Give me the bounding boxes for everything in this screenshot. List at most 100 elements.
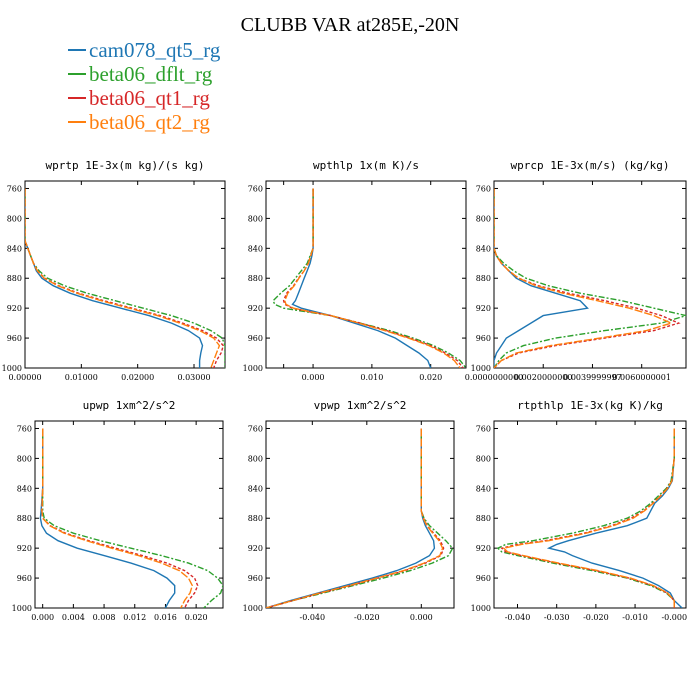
y-tick-label: 920: [7, 304, 22, 313]
plot-panel: wprcp 1E-3x(m/s) (kg/kg) 760 800 840 880 920 9…: [465, 159, 687, 382]
y-tick-label: 1000: [471, 604, 491, 613]
y-tick-label: 960: [7, 334, 22, 343]
plot-frame: [24, 180, 226, 369]
legend-line: [68, 49, 86, 51]
x-tick-label: -0.000: [661, 613, 687, 622]
plot-title: wprtp 1E-3x(m kg)/(s kg): [46, 159, 205, 172]
x-tick-label: 0.0020000000: [514, 373, 573, 382]
y-tick-label: 800: [476, 454, 491, 463]
x-tick-label: 0.020: [419, 373, 442, 382]
plot-panel: wprtp 1E-3x(m kg)/(s kg) 760 800 840 880 920 9…: [2, 159, 226, 382]
x-tick-label: -0.040: [300, 613, 326, 622]
x-tick-label: 0.008: [93, 613, 116, 622]
plot-title: wpthlp 1x(m K)/s: [313, 159, 419, 172]
plot-frame: [265, 180, 467, 369]
x-tick-label: 0.0060000001: [612, 373, 671, 382]
series-line-beta06_qt1_rg: [494, 188, 681, 368]
figure-title: CLUBB VAR at285E,-20N: [240, 14, 460, 36]
y-tick-label: 760: [17, 424, 32, 433]
y-tick-label: 800: [476, 214, 491, 223]
series-line-beta06_qt1_rg: [41, 428, 199, 608]
legend-item-cam078: cam078_qt5_rg: [68, 38, 220, 62]
series-line-beta06_qt2_rg: [41, 428, 194, 608]
x-tick-label: -0.020: [354, 613, 380, 622]
y-tick-label: 840: [476, 244, 491, 253]
y-tick-label: 920: [248, 304, 263, 313]
series-line-beta06_qt2_rg: [266, 428, 444, 608]
plot-title: upwp 1xm^2/s^2: [83, 399, 176, 412]
y-tick-label: 800: [248, 214, 263, 223]
x-tick-label: 0.004: [62, 613, 85, 622]
legend-line: [68, 73, 86, 75]
x-tick-label: 0.0039999997: [563, 373, 622, 382]
y-tick-label: 840: [17, 484, 32, 493]
y-tick-label: 760: [476, 424, 491, 433]
y-tick-label: 1000: [471, 364, 491, 373]
series-line-cam078_qt5_rg: [546, 428, 683, 608]
legend-label: beta06_qt2_rg: [89, 109, 210, 134]
y-tick-label: 1000: [2, 364, 22, 373]
y-tick-label: 800: [248, 454, 263, 463]
plot-title: vpwp 1xm^2/s^2: [314, 399, 407, 412]
x-tick-label: 0.00000: [8, 373, 41, 382]
y-tick-label: 920: [248, 544, 263, 553]
plot-panel: upwp 1xm^2/s^276080084088092096010000.00…: [12, 399, 224, 622]
series-line-beta06_qt2_rg: [502, 428, 675, 608]
y-tick-label: 960: [476, 574, 491, 583]
y-tick-label: 960: [248, 334, 263, 343]
y-tick-label: 760: [248, 424, 263, 433]
series-line-beta06_qt2_rg: [25, 188, 221, 368]
y-tick-label: 1000: [243, 364, 263, 373]
series-line-beta06_dflt_rg: [494, 188, 686, 368]
series-line-cam078_qt5_rg: [266, 428, 436, 608]
x-tick-label: -0.030: [544, 613, 570, 622]
series-line-beta06_dflt_rg: [272, 188, 466, 368]
legend-label: beta06_qt1_rg: [89, 85, 210, 110]
series-line-beta06_qt1_rg: [266, 428, 445, 608]
y-tick-label: 880: [248, 274, 263, 283]
plot-frame: [493, 180, 687, 369]
x-tick-label: 0.000: [410, 613, 433, 622]
y-tick-label: 960: [476, 334, 491, 343]
plot-frame: [265, 420, 455, 609]
y-tick-label: 880: [476, 274, 491, 283]
x-tick-label: 0.000: [302, 373, 325, 382]
y-tick-label: 800: [7, 214, 22, 223]
x-tick-label: 0.0000000000: [465, 373, 524, 382]
x-tick-label: 0.020: [185, 613, 208, 622]
y-tick-label: 880: [7, 274, 22, 283]
series-line-beta06_qt2_rg: [284, 188, 461, 368]
legend-label: beta06_dflt_rg: [89, 61, 213, 86]
x-tick-label: -0.020: [583, 613, 609, 622]
x-tick-label: 0.02000: [121, 373, 154, 382]
series-line-beta06_dflt_rg: [25, 188, 225, 368]
plot-panel: wpthlp 1x(m K)/s 760 800 840 880 920 960 1000 0.…: [243, 159, 467, 382]
plot-title: wprcp 1E-3x(m/s) (kg/kg): [511, 159, 670, 172]
legend-item-beta06-qt1: beta06_qt1_rg: [68, 86, 220, 110]
legend-line: [68, 121, 86, 123]
plot-frame: [493, 420, 687, 609]
series-line-beta06_qt2_rg: [494, 188, 674, 368]
series-line-cam078_qt5_rg: [291, 188, 432, 368]
y-tick-label: 840: [7, 244, 22, 253]
y-tick-label: 880: [476, 514, 491, 523]
x-tick-label: 0.03000: [177, 373, 210, 382]
plot-panel: rtpthlp 1E-3x(kg K)/kg 760 800 840 880 920 960…: [471, 399, 687, 622]
y-tick-label: 1000: [12, 604, 32, 613]
x-tick-label: -0.040: [505, 613, 531, 622]
x-tick-label: 0.000: [31, 613, 54, 622]
x-tick-label: 0.010: [360, 373, 383, 382]
legend-label: cam078_qt5_rg: [89, 37, 221, 62]
y-tick-label: 960: [248, 574, 263, 583]
y-tick-label: 840: [248, 484, 263, 493]
y-tick-label: 800: [17, 454, 32, 463]
series-line-beta06_dflt_rg: [496, 428, 675, 608]
x-tick-label: 0.016: [154, 613, 177, 622]
y-tick-label: 880: [248, 514, 263, 523]
y-tick-label: 1000: [243, 604, 263, 613]
y-tick-label: 920: [476, 304, 491, 313]
plot-title: rtpthlp 1E-3x(kg K)/kg: [517, 399, 663, 412]
y-tick-label: 960: [17, 574, 32, 583]
y-tick-label: 920: [17, 544, 32, 553]
